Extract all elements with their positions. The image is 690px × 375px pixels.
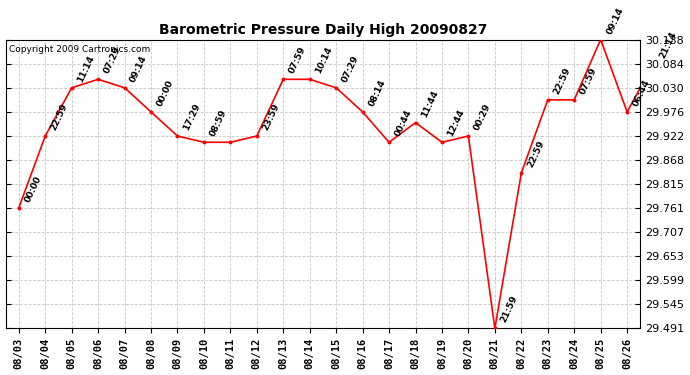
Text: 00:00: 00:00: [23, 174, 43, 204]
Text: 07:59: 07:59: [288, 45, 308, 75]
Text: 09:14: 09:14: [605, 6, 625, 35]
Text: 09:14: 09:14: [129, 54, 149, 84]
Point: [622, 109, 633, 115]
Point: [331, 85, 342, 91]
Text: 22:59: 22:59: [552, 66, 572, 96]
Point: [357, 109, 368, 115]
Point: [304, 76, 315, 82]
Text: Copyright 2009 Cartronics.com: Copyright 2009 Cartronics.com: [9, 45, 150, 54]
Point: [569, 97, 580, 103]
Point: [489, 326, 500, 332]
Point: [595, 37, 607, 43]
Text: 11:44: 11:44: [420, 88, 440, 118]
Text: 07:59: 07:59: [578, 66, 599, 96]
Point: [251, 133, 262, 139]
Text: 00:29: 00:29: [473, 102, 493, 132]
Title: Barometric Pressure Daily High 20090827: Barometric Pressure Daily High 20090827: [159, 23, 487, 37]
Point: [516, 170, 527, 176]
Text: 17:29: 17:29: [181, 102, 202, 132]
Text: 00:00: 00:00: [155, 78, 175, 108]
Text: 10:14: 10:14: [314, 45, 334, 75]
Point: [410, 120, 421, 126]
Text: 00:44: 00:44: [393, 108, 413, 138]
Text: 08:59: 08:59: [208, 108, 228, 138]
Point: [384, 139, 395, 145]
Text: 21:14: 21:14: [658, 30, 678, 60]
Point: [199, 139, 210, 145]
Point: [66, 85, 77, 91]
Point: [648, 61, 659, 67]
Point: [172, 133, 183, 139]
Text: 08:14: 08:14: [367, 78, 387, 108]
Text: 22:59: 22:59: [50, 102, 70, 132]
Text: 07:29: 07:29: [340, 54, 361, 84]
Point: [278, 76, 289, 82]
Text: 12:44: 12:44: [446, 108, 466, 138]
Point: [463, 133, 474, 139]
Text: 23:59: 23:59: [261, 102, 282, 132]
Point: [146, 109, 157, 115]
Point: [13, 205, 24, 211]
Point: [119, 85, 130, 91]
Text: 22:59: 22:59: [526, 139, 546, 169]
Point: [437, 139, 448, 145]
Point: [40, 133, 51, 139]
Point: [225, 139, 236, 145]
Point: [92, 76, 104, 82]
Text: 06:44: 06:44: [631, 78, 651, 108]
Text: 21:59: 21:59: [499, 294, 520, 324]
Text: 11:14: 11:14: [76, 54, 96, 84]
Point: [542, 97, 553, 103]
Text: 07:29: 07:29: [102, 45, 123, 75]
